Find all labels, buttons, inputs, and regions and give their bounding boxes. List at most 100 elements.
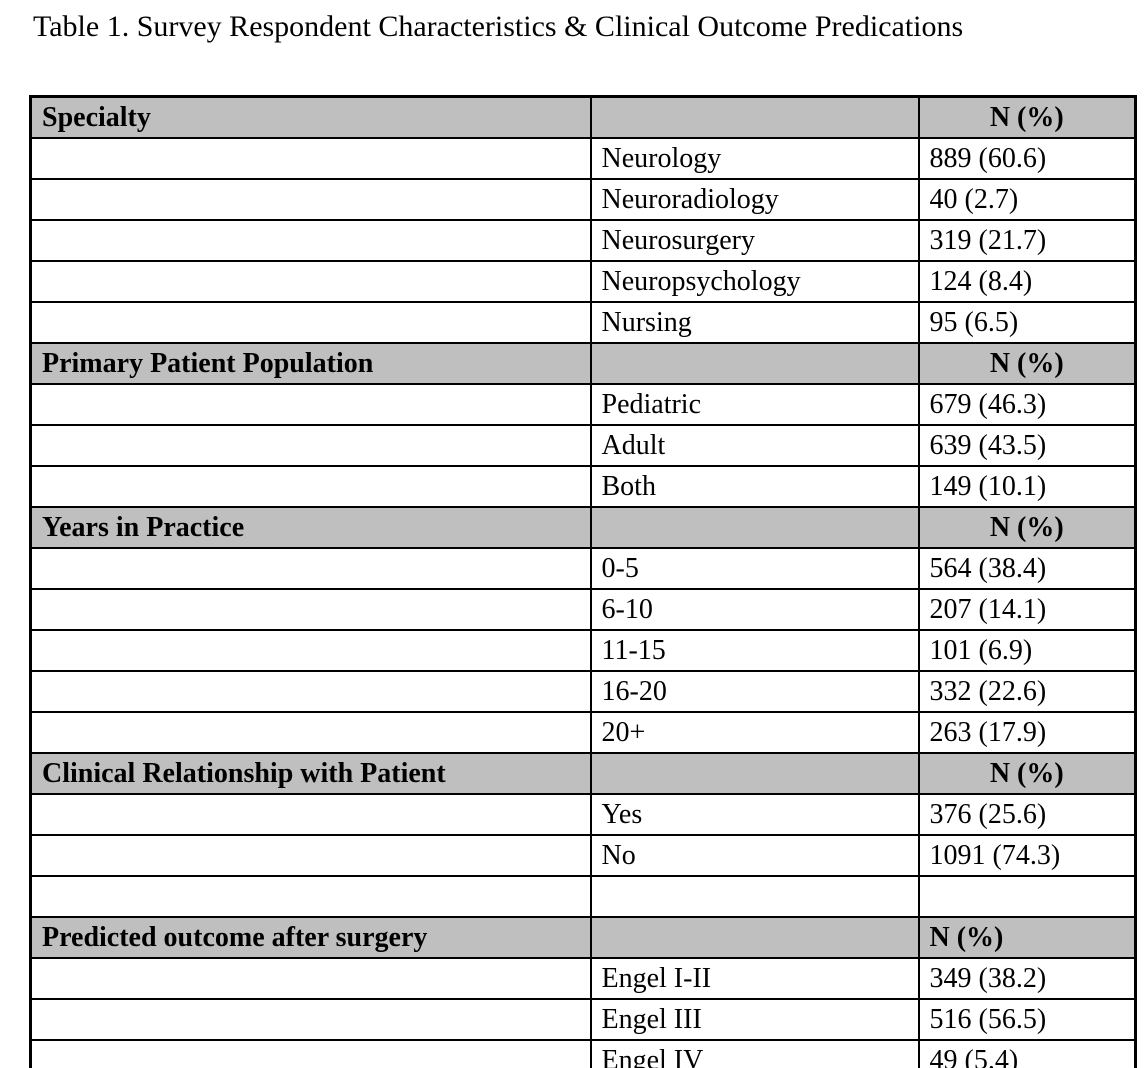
row-spacer-cell	[29, 301, 592, 344]
section-title-cell: Predicted outcome after surgery	[29, 916, 592, 959]
section-header-spacer-cell	[589, 506, 920, 549]
row-value-cell: 207 (14.1)	[917, 588, 1137, 631]
row-value-cell: 319 (21.7)	[917, 219, 1137, 262]
row-value-cell: 332 (22.6)	[917, 670, 1137, 713]
row-value-cell: 95 (6.5)	[917, 301, 1137, 344]
section-header-spacer-cell	[589, 916, 920, 959]
row-label-cell: Pediatric	[589, 383, 920, 426]
row-value-cell: 49 (5.4)	[917, 1039, 1137, 1068]
table-row: Engel III 516 (56.5)	[29, 998, 1137, 1041]
row-label-cell: Engel I-II	[589, 957, 920, 1000]
row-spacer-cell	[29, 383, 592, 426]
row-value-cell	[917, 875, 1137, 918]
table-row: Yes 376 (25.6)	[29, 793, 1137, 836]
row-label-cell: 16-20	[589, 670, 920, 713]
row-spacer-cell	[29, 834, 592, 877]
table-row: Both 149 (10.1)	[29, 465, 1137, 508]
table-row: Neurosurgery 319 (21.7)	[29, 219, 1137, 262]
section-header-row: Specialty N (%)	[29, 95, 1137, 139]
section-header-spacer-cell	[589, 95, 920, 139]
row-value-cell: 101 (6.9)	[917, 629, 1137, 672]
row-label-cell: Neurosurgery	[589, 219, 920, 262]
table-row: 0-5 564 (38.4)	[29, 547, 1137, 590]
section-header-spacer-cell	[589, 342, 920, 385]
table-row: Neurology 889 (60.6)	[29, 137, 1137, 180]
row-label-cell	[589, 875, 920, 918]
table-row: Nursing 95 (6.5)	[29, 301, 1137, 344]
table-row: Pediatric 679 (46.3)	[29, 383, 1137, 426]
row-label-cell: Neuropsychology	[589, 260, 920, 303]
row-value-cell: 376 (25.6)	[917, 793, 1137, 836]
row-value-cell: 124 (8.4)	[917, 260, 1137, 303]
row-spacer-cell	[29, 998, 592, 1041]
row-label-cell: Neurology	[589, 137, 920, 180]
table-row: Engel I-II 349 (38.2)	[29, 957, 1137, 1000]
section-header-row: Predicted outcome after surgery N (%)	[29, 916, 1137, 959]
row-spacer-cell	[29, 711, 592, 754]
row-spacer-cell	[29, 424, 592, 467]
row-value-cell: 679 (46.3)	[917, 383, 1137, 426]
value-column-header-cell: N (%)	[917, 95, 1137, 139]
row-spacer-cell	[29, 957, 592, 1000]
table-body: Specialty N (%) Neurology 889 (60.6) Neurora…	[29, 95, 1137, 1068]
value-column-header-cell: N (%)	[917, 342, 1137, 385]
row-spacer-cell	[29, 793, 592, 836]
table-row: 11-15 101 (6.9)	[29, 629, 1137, 672]
row-value-cell: 639 (43.5)	[917, 424, 1137, 467]
row-label-cell: Neuroradiology	[589, 178, 920, 221]
section-header-row: Primary Patient Population N (%)	[29, 342, 1137, 385]
survey-table: Specialty N (%) Neurology 889 (60.6) Neurora…	[29, 95, 1137, 1068]
section-title-cell: Primary Patient Population	[29, 342, 592, 385]
row-spacer-cell	[29, 588, 592, 631]
row-spacer-cell	[29, 670, 592, 713]
row-label-cell: Nursing	[589, 301, 920, 344]
row-spacer-cell	[29, 1039, 592, 1068]
row-value-cell: 1091 (74.3)	[917, 834, 1137, 877]
table-row: Neuropsychology 124 (8.4)	[29, 260, 1137, 303]
row-value-cell: 516 (56.5)	[917, 998, 1137, 1041]
value-column-header-cell: N (%)	[917, 752, 1137, 795]
row-spacer-cell	[29, 219, 592, 262]
row-spacer-cell	[29, 465, 592, 508]
table-caption: Table 1. Survey Respondent Characteristi…	[33, 10, 964, 43]
row-label-cell: 0-5	[589, 547, 920, 590]
table-row	[29, 875, 1137, 918]
section-title-cell: Years in Practice	[29, 506, 592, 549]
row-spacer-cell	[29, 260, 592, 303]
row-spacer-cell	[29, 629, 592, 672]
value-column-header-cell: N (%)	[917, 506, 1137, 549]
row-label-cell: No	[589, 834, 920, 877]
row-spacer-cell	[29, 137, 592, 180]
row-label-cell: Adult	[589, 424, 920, 467]
table-row: 20+ 263 (17.9)	[29, 711, 1137, 754]
row-label-cell: Engel IV	[589, 1039, 920, 1068]
row-label-cell: Yes	[589, 793, 920, 836]
table-row: No 1091 (74.3)	[29, 834, 1137, 877]
row-value-cell: 889 (60.6)	[917, 137, 1137, 180]
row-label-cell: 20+	[589, 711, 920, 754]
table-row: 16-20 332 (22.6)	[29, 670, 1137, 713]
row-label-cell: 6-10	[589, 588, 920, 631]
row-value-cell: 40 (2.7)	[917, 178, 1137, 221]
table-row: 6-10 207 (14.1)	[29, 588, 1137, 631]
row-spacer-cell	[29, 875, 592, 918]
row-spacer-cell	[29, 178, 592, 221]
row-value-cell: 349 (38.2)	[917, 957, 1137, 1000]
section-title-cell: Specialty	[29, 95, 592, 139]
row-value-cell: 263 (17.9)	[917, 711, 1137, 754]
section-header-row: Clinical Relationship with Patient N (%)	[29, 752, 1137, 795]
table-row: Adult 639 (43.5)	[29, 424, 1137, 467]
row-label-cell: 11-15	[589, 629, 920, 672]
row-value-cell: 149 (10.1)	[917, 465, 1137, 508]
row-label-cell: Engel III	[589, 998, 920, 1041]
section-title-cell: Clinical Relationship with Patient	[29, 752, 592, 795]
section-header-row: Years in Practice N (%)	[29, 506, 1137, 549]
row-value-cell: 564 (38.4)	[917, 547, 1137, 590]
row-label-cell: Both	[589, 465, 920, 508]
table-row: Neuroradiology 40 (2.7)	[29, 178, 1137, 221]
section-header-spacer-cell	[589, 752, 920, 795]
value-column-header-cell: N (%)	[917, 916, 1137, 959]
table-row: Engel IV 49 (5.4)	[29, 1039, 1137, 1068]
row-spacer-cell	[29, 547, 592, 590]
